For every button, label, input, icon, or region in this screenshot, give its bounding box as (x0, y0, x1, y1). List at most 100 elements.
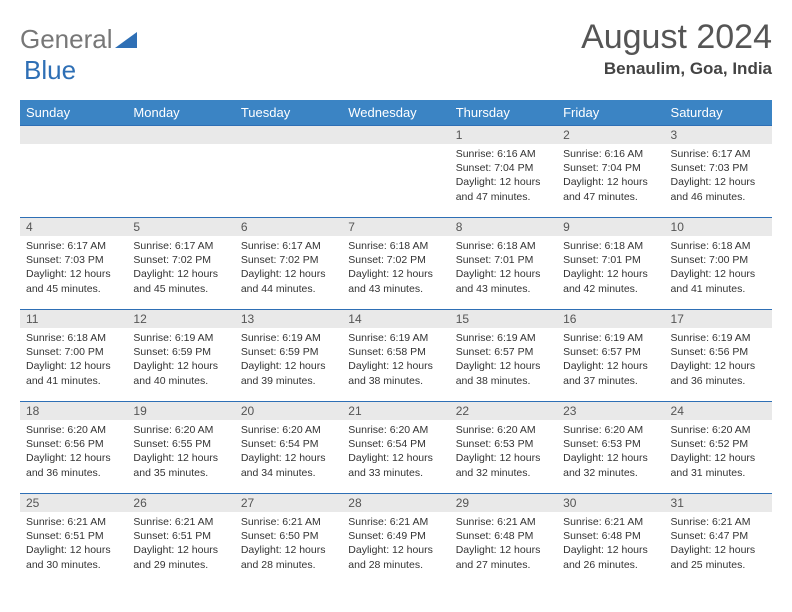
day-number (20, 126, 127, 144)
sunset-line: Sunset: 6:51 PM (133, 530, 211, 542)
location-label: Benaulim, Goa, India (581, 59, 772, 79)
day-details (235, 144, 342, 204)
sunrise-line: Sunrise: 6:17 AM (671, 148, 751, 160)
daylight-line: Daylight: 12 hours and 28 minutes. (348, 544, 433, 570)
calendar-cell: 21Sunrise: 6:20 AMSunset: 6:54 PMDayligh… (342, 401, 449, 493)
sunset-line: Sunset: 7:01 PM (563, 254, 641, 266)
daylight-line: Daylight: 12 hours and 27 minutes. (456, 544, 541, 570)
calendar-cell: 26Sunrise: 6:21 AMSunset: 6:51 PMDayligh… (127, 493, 234, 585)
day-details: Sunrise: 6:18 AMSunset: 7:02 PMDaylight:… (342, 236, 449, 300)
daylight-line: Daylight: 12 hours and 43 minutes. (456, 268, 541, 294)
calendar-cell: 6Sunrise: 6:17 AMSunset: 7:02 PMDaylight… (235, 217, 342, 309)
day-number (342, 126, 449, 144)
day-details: Sunrise: 6:19 AMSunset: 6:58 PMDaylight:… (342, 328, 449, 392)
day-details: Sunrise: 6:20 AMSunset: 6:55 PMDaylight:… (127, 420, 234, 484)
daylight-line: Daylight: 12 hours and 32 minutes. (456, 452, 541, 478)
daylight-line: Daylight: 12 hours and 30 minutes. (26, 544, 111, 570)
sunset-line: Sunset: 6:57 PM (456, 346, 534, 358)
day-number: 28 (342, 494, 449, 512)
sunrise-line: Sunrise: 6:21 AM (671, 516, 751, 528)
sunrise-line: Sunrise: 6:21 AM (133, 516, 213, 528)
sunrise-line: Sunrise: 6:20 AM (241, 424, 321, 436)
daylight-line: Daylight: 12 hours and 32 minutes. (563, 452, 648, 478)
day-details: Sunrise: 6:18 AMSunset: 7:00 PMDaylight:… (665, 236, 772, 300)
calendar-cell: 18Sunrise: 6:20 AMSunset: 6:56 PMDayligh… (20, 401, 127, 493)
sunset-line: Sunset: 6:56 PM (26, 438, 104, 450)
daylight-line: Daylight: 12 hours and 45 minutes. (26, 268, 111, 294)
daylight-line: Daylight: 12 hours and 47 minutes. (563, 176, 648, 202)
day-details: Sunrise: 6:21 AMSunset: 6:49 PMDaylight:… (342, 512, 449, 576)
day-number: 13 (235, 310, 342, 328)
day-details: Sunrise: 6:20 AMSunset: 6:54 PMDaylight:… (342, 420, 449, 484)
sunset-line: Sunset: 6:53 PM (456, 438, 534, 450)
day-details: Sunrise: 6:16 AMSunset: 7:04 PMDaylight:… (450, 144, 557, 208)
day-number: 27 (235, 494, 342, 512)
calendar-row: 11Sunrise: 6:18 AMSunset: 7:00 PMDayligh… (20, 309, 772, 401)
calendar-body: 1Sunrise: 6:16 AMSunset: 7:04 PMDaylight… (20, 125, 772, 585)
sunrise-line: Sunrise: 6:16 AM (456, 148, 536, 160)
calendar-cell: 3Sunrise: 6:17 AMSunset: 7:03 PMDaylight… (665, 125, 772, 217)
daylight-line: Daylight: 12 hours and 25 minutes. (671, 544, 756, 570)
calendar-row: 25Sunrise: 6:21 AMSunset: 6:51 PMDayligh… (20, 493, 772, 585)
calendar-cell: 1Sunrise: 6:16 AMSunset: 7:04 PMDaylight… (450, 125, 557, 217)
sunset-line: Sunset: 6:55 PM (133, 438, 211, 450)
calendar-cell: 14Sunrise: 6:19 AMSunset: 6:58 PMDayligh… (342, 309, 449, 401)
sunrise-line: Sunrise: 6:18 AM (26, 332, 106, 344)
sunrise-line: Sunrise: 6:21 AM (26, 516, 106, 528)
sunrise-line: Sunrise: 6:18 AM (563, 240, 643, 252)
day-number: 22 (450, 402, 557, 420)
day-number: 3 (665, 126, 772, 144)
logo-triangle-icon (115, 24, 137, 55)
calendar-cell: 11Sunrise: 6:18 AMSunset: 7:00 PMDayligh… (20, 309, 127, 401)
day-number: 18 (20, 402, 127, 420)
calendar-cell: 7Sunrise: 6:18 AMSunset: 7:02 PMDaylight… (342, 217, 449, 309)
calendar-header-row: SundayMondayTuesdayWednesdayThursdayFrid… (20, 100, 772, 125)
sunrise-line: Sunrise: 6:20 AM (671, 424, 751, 436)
sunrise-line: Sunrise: 6:18 AM (456, 240, 536, 252)
daylight-line: Daylight: 12 hours and 31 minutes. (671, 452, 756, 478)
calendar-cell: 29Sunrise: 6:21 AMSunset: 6:48 PMDayligh… (450, 493, 557, 585)
sunset-line: Sunset: 6:49 PM (348, 530, 426, 542)
sunset-line: Sunset: 6:58 PM (348, 346, 426, 358)
day-details: Sunrise: 6:18 AMSunset: 7:01 PMDaylight:… (557, 236, 664, 300)
day-number: 6 (235, 218, 342, 236)
calendar-cell: 24Sunrise: 6:20 AMSunset: 6:52 PMDayligh… (665, 401, 772, 493)
sunset-line: Sunset: 6:51 PM (26, 530, 104, 542)
day-number: 10 (665, 218, 772, 236)
sunset-line: Sunset: 6:59 PM (133, 346, 211, 358)
day-details: Sunrise: 6:20 AMSunset: 6:53 PMDaylight:… (557, 420, 664, 484)
day-number: 7 (342, 218, 449, 236)
daylight-line: Daylight: 12 hours and 46 minutes. (671, 176, 756, 202)
calendar-cell: 22Sunrise: 6:20 AMSunset: 6:53 PMDayligh… (450, 401, 557, 493)
day-details: Sunrise: 6:20 AMSunset: 6:54 PMDaylight:… (235, 420, 342, 484)
day-number: 29 (450, 494, 557, 512)
calendar-cell: 5Sunrise: 6:17 AMSunset: 7:02 PMDaylight… (127, 217, 234, 309)
sunset-line: Sunset: 6:59 PM (241, 346, 319, 358)
sunrise-line: Sunrise: 6:20 AM (563, 424, 643, 436)
day-number: 4 (20, 218, 127, 236)
day-number: 2 (557, 126, 664, 144)
sunset-line: Sunset: 6:50 PM (241, 530, 319, 542)
calendar-cell: 27Sunrise: 6:21 AMSunset: 6:50 PMDayligh… (235, 493, 342, 585)
daylight-line: Daylight: 12 hours and 37 minutes. (563, 360, 648, 386)
sunset-line: Sunset: 6:54 PM (241, 438, 319, 450)
day-number: 24 (665, 402, 772, 420)
daylight-line: Daylight: 12 hours and 45 minutes. (133, 268, 218, 294)
sunrise-line: Sunrise: 6:19 AM (348, 332, 428, 344)
sunrise-line: Sunrise: 6:19 AM (456, 332, 536, 344)
day-header-thursday: Thursday (450, 100, 557, 125)
daylight-line: Daylight: 12 hours and 36 minutes. (671, 360, 756, 386)
sunset-line: Sunset: 7:00 PM (26, 346, 104, 358)
daylight-line: Daylight: 12 hours and 26 minutes. (563, 544, 648, 570)
sunrise-line: Sunrise: 6:17 AM (133, 240, 213, 252)
sunrise-line: Sunrise: 6:19 AM (563, 332, 643, 344)
title-block: August 2024 Benaulim, Goa, India (581, 18, 772, 79)
calendar-row: 4Sunrise: 6:17 AMSunset: 7:03 PMDaylight… (20, 217, 772, 309)
calendar-cell (235, 125, 342, 217)
calendar-cell: 4Sunrise: 6:17 AMSunset: 7:03 PMDaylight… (20, 217, 127, 309)
day-details: Sunrise: 6:21 AMSunset: 6:51 PMDaylight:… (127, 512, 234, 576)
sunset-line: Sunset: 7:02 PM (348, 254, 426, 266)
day-details: Sunrise: 6:20 AMSunset: 6:56 PMDaylight:… (20, 420, 127, 484)
day-details: Sunrise: 6:19 AMSunset: 6:57 PMDaylight:… (450, 328, 557, 392)
day-details: Sunrise: 6:20 AMSunset: 6:52 PMDaylight:… (665, 420, 772, 484)
